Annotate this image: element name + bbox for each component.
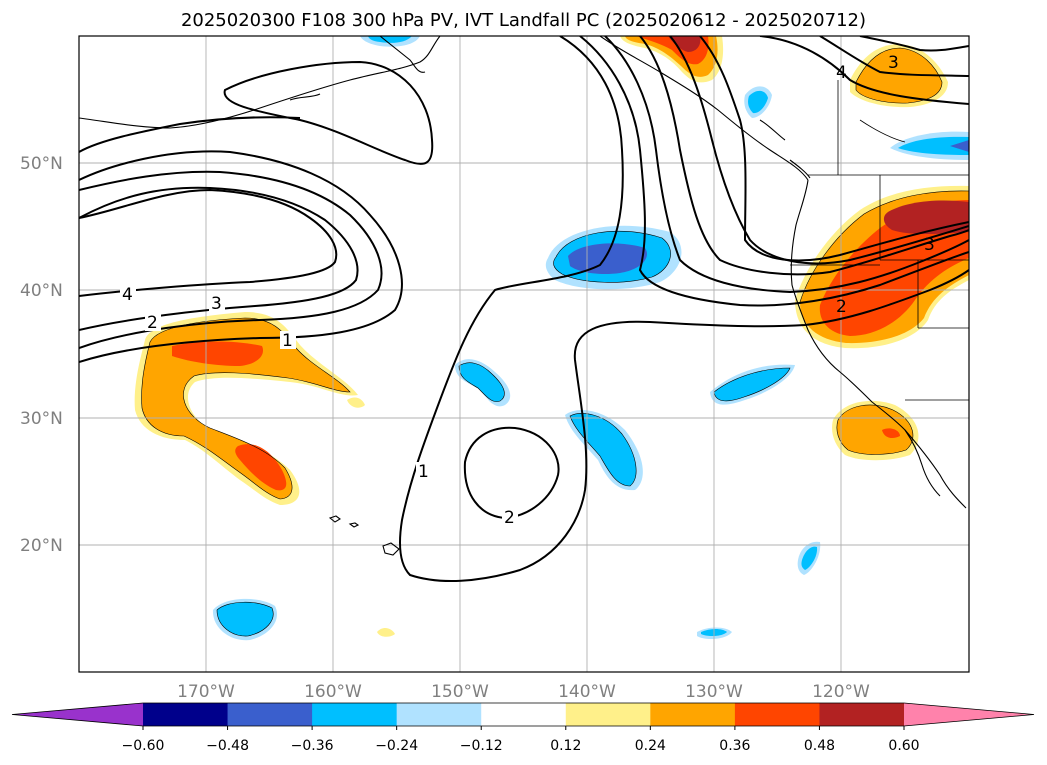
contour-label-1-south: 1 [418,462,429,482]
colorbar-tick-label: −0.12 [460,738,503,754]
coastlines [79,36,967,556]
colorbar-tick-label: 0.48 [804,738,835,754]
colorbar-tick-label: 0.60 [888,738,919,754]
colorbar-extend-min [12,703,143,726]
lat-label-20n: 20°N [20,536,63,556]
contour-label-3-east: 3 [924,235,935,255]
lat-label-30n: 30°N [20,409,63,429]
latitude-labels: 50°N 40°N 30°N 20°N [20,154,63,556]
positive-shading [134,36,969,637]
colorbar-tick-label: −0.36 [291,738,334,754]
map-title: 2025020300 F108 300 hPa PV, IVT Landfall… [180,10,867,31]
contour-label-4: 4 [122,285,133,305]
colorbar-tick-label: −0.48 [206,738,249,754]
graticule [79,36,969,672]
lon-label-150w: 150°W [431,682,489,702]
colorbar-segment [227,703,313,726]
colorbar-segment [650,703,736,726]
lat-label-40n: 40°N [20,281,63,301]
lat-label-50n: 50°N [20,154,63,174]
colorbar-segment [396,703,482,726]
contour-label-3: 3 [211,294,222,314]
lon-label-160w: 160°W [304,682,362,702]
contour-labels: 4 3 2 1 1 2 2 3 3 4 [120,53,935,528]
lon-label-120w: 120°W [812,682,870,702]
colorbar-segment [819,703,905,726]
contour-label-1: 1 [282,331,293,351]
colorbar-tick-label: 0.12 [550,738,581,754]
lon-label-130w: 130°W [685,682,743,702]
colorbar-segment [143,703,229,726]
contour-label-3-ne: 3 [888,53,899,73]
colorbar-labels: −0.60 −0.48 −0.36 −0.24 −0.12 0.12 0.24 0.36 0.4… [122,726,920,754]
colorbar-segment [312,703,398,726]
colorbar [11,702,1035,727]
colorbar-tick-label: −0.24 [375,738,418,754]
lon-label-170w: 170°W [177,682,235,702]
lon-label-140w: 140°W [558,682,616,702]
colorbar-segment [481,703,567,726]
contour-label-2-east: 2 [836,297,847,317]
contour-label-2: 2 [147,313,158,333]
colorbar-tick-label: 0.24 [635,738,666,754]
contour-label-2-south: 2 [504,508,515,528]
colorbar-segment [734,703,820,726]
map-frame [78,35,970,673]
longitude-labels: 170°W 160°W 150°W 140°W 130°W 120°W [177,682,870,702]
colorbar-tick-label: 0.36 [719,738,750,754]
colorbar-extend-max [904,703,1034,726]
colorbar-segment [565,703,651,726]
colorbar-tick-label: −0.60 [122,738,165,754]
contour-label-4-ne: 4 [836,63,847,83]
